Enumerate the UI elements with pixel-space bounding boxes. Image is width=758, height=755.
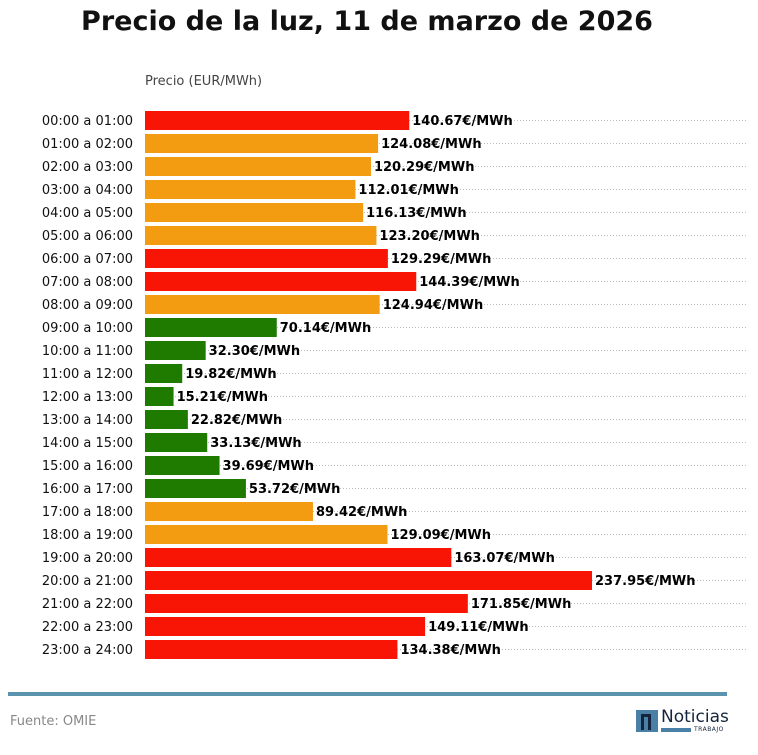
y-tick-label: 19:00 a 20:00 (42, 551, 133, 566)
data-label: 116.13€/MWh (366, 206, 467, 221)
y-tick-label: 14:00 a 15:00 (42, 436, 133, 451)
data-label: 32.30€/MWh (209, 344, 300, 359)
bar (145, 571, 592, 590)
logo-n-icon (636, 710, 658, 732)
bar (145, 640, 398, 659)
bar (145, 203, 364, 222)
footer-rule (8, 692, 727, 696)
bar (145, 502, 313, 521)
bar (145, 456, 220, 475)
logo-bar (661, 728, 691, 732)
y-tick-label: 17:00 a 18:00 (42, 505, 133, 520)
bar (145, 111, 410, 130)
bar (145, 341, 206, 360)
data-label: 120.29€/MWh (374, 160, 475, 175)
y-tick-label: 08:00 a 09:00 (42, 298, 133, 313)
data-label: 129.09€/MWh (391, 528, 492, 543)
data-label: 19.82€/MWh (185, 367, 276, 382)
data-label: 134.38€/MWh (400, 643, 501, 658)
y-tick-label: 11:00 a 12:00 (42, 367, 133, 382)
y-tick-label: 07:00 a 08:00 (42, 275, 133, 290)
bar (145, 364, 183, 383)
data-label: 112.01€/MWh (358, 183, 459, 198)
bar (145, 157, 371, 176)
y-tick-label: 15:00 a 16:00 (42, 459, 133, 474)
bar (145, 295, 380, 314)
data-label: 171.85€/MWh (471, 597, 572, 612)
noticias-trabajo-logo: Noticias TRABAJO (636, 707, 729, 733)
y-tick-label: 22:00 a 23:00 (42, 620, 133, 635)
data-label: 237.95€/MWh (595, 574, 696, 589)
bar-chart: 00:00 a 01:00 140.67€/MWh 01:00 a 02:00 124… (42, 111, 748, 659)
data-label: 123.20€/MWh (379, 229, 480, 244)
data-label: 33.13€/MWh (210, 436, 301, 451)
source-text: Fuente: OMIE (10, 714, 97, 729)
data-label: 144.39€/MWh (419, 275, 520, 290)
y-tick-label: 18:00 a 19:00 (42, 528, 133, 543)
bar (145, 617, 426, 636)
y-tick-label: 10:00 a 11:00 (42, 344, 133, 359)
y-tick-label: 04:00 a 05:00 (42, 206, 133, 221)
data-label: 22.82€/MWh (191, 413, 282, 428)
bar (145, 387, 174, 406)
data-label: 149.11€/MWh (428, 620, 529, 635)
y-tick-label: 21:00 a 22:00 (42, 597, 133, 612)
x-axis-label: Precio (EUR/MWh) (145, 74, 263, 89)
data-label: 53.72€/MWh (249, 482, 340, 497)
bar (145, 525, 388, 544)
data-label: 129.29€/MWh (391, 252, 492, 267)
bar (145, 479, 246, 498)
bar (145, 594, 468, 613)
y-tick-label: 02:00 a 03:00 (42, 160, 133, 175)
y-tick-label: 20:00 a 21:00 (42, 574, 133, 589)
data-label: 140.67€/MWh (412, 114, 513, 129)
y-tick-label: 09:00 a 10:00 (42, 321, 133, 336)
data-label: 163.07€/MWh (454, 551, 555, 566)
bar (145, 433, 208, 452)
bar (145, 249, 388, 268)
bar (145, 410, 188, 429)
y-tick-label: 03:00 a 04:00 (42, 183, 133, 198)
y-tick-label: 05:00 a 06:00 (42, 229, 133, 244)
y-tick-label: 12:00 a 13:00 (42, 390, 133, 405)
y-tick-label: 06:00 a 07:00 (42, 252, 133, 267)
bar (145, 226, 377, 245)
data-label: 124.08€/MWh (381, 137, 482, 152)
bar (145, 548, 452, 567)
bar (145, 272, 417, 291)
chart-title: Precio de la luz, 11 de marzo de 2026 (81, 6, 653, 37)
data-label: 15.21€/MWh (177, 390, 268, 405)
logo-word: Noticias (661, 707, 729, 727)
bar (145, 180, 356, 199)
bar (145, 134, 379, 153)
y-tick-label: 16:00 a 17:00 (42, 482, 133, 497)
y-tick-label: 23:00 a 24:00 (42, 643, 133, 658)
data-label: 39.69€/MWh (223, 459, 314, 474)
y-tick-label: 13:00 a 14:00 (42, 413, 133, 428)
y-tick-label: 01:00 a 02:00 (42, 137, 133, 152)
y-tick-label: 00:00 a 01:00 (42, 114, 133, 129)
logo-sub: TRABAJO (694, 726, 724, 733)
data-label: 124.94€/MWh (383, 298, 484, 313)
data-label: 70.14€/MWh (280, 321, 371, 336)
bar (145, 318, 277, 337)
data-label: 89.42€/MWh (316, 505, 407, 520)
